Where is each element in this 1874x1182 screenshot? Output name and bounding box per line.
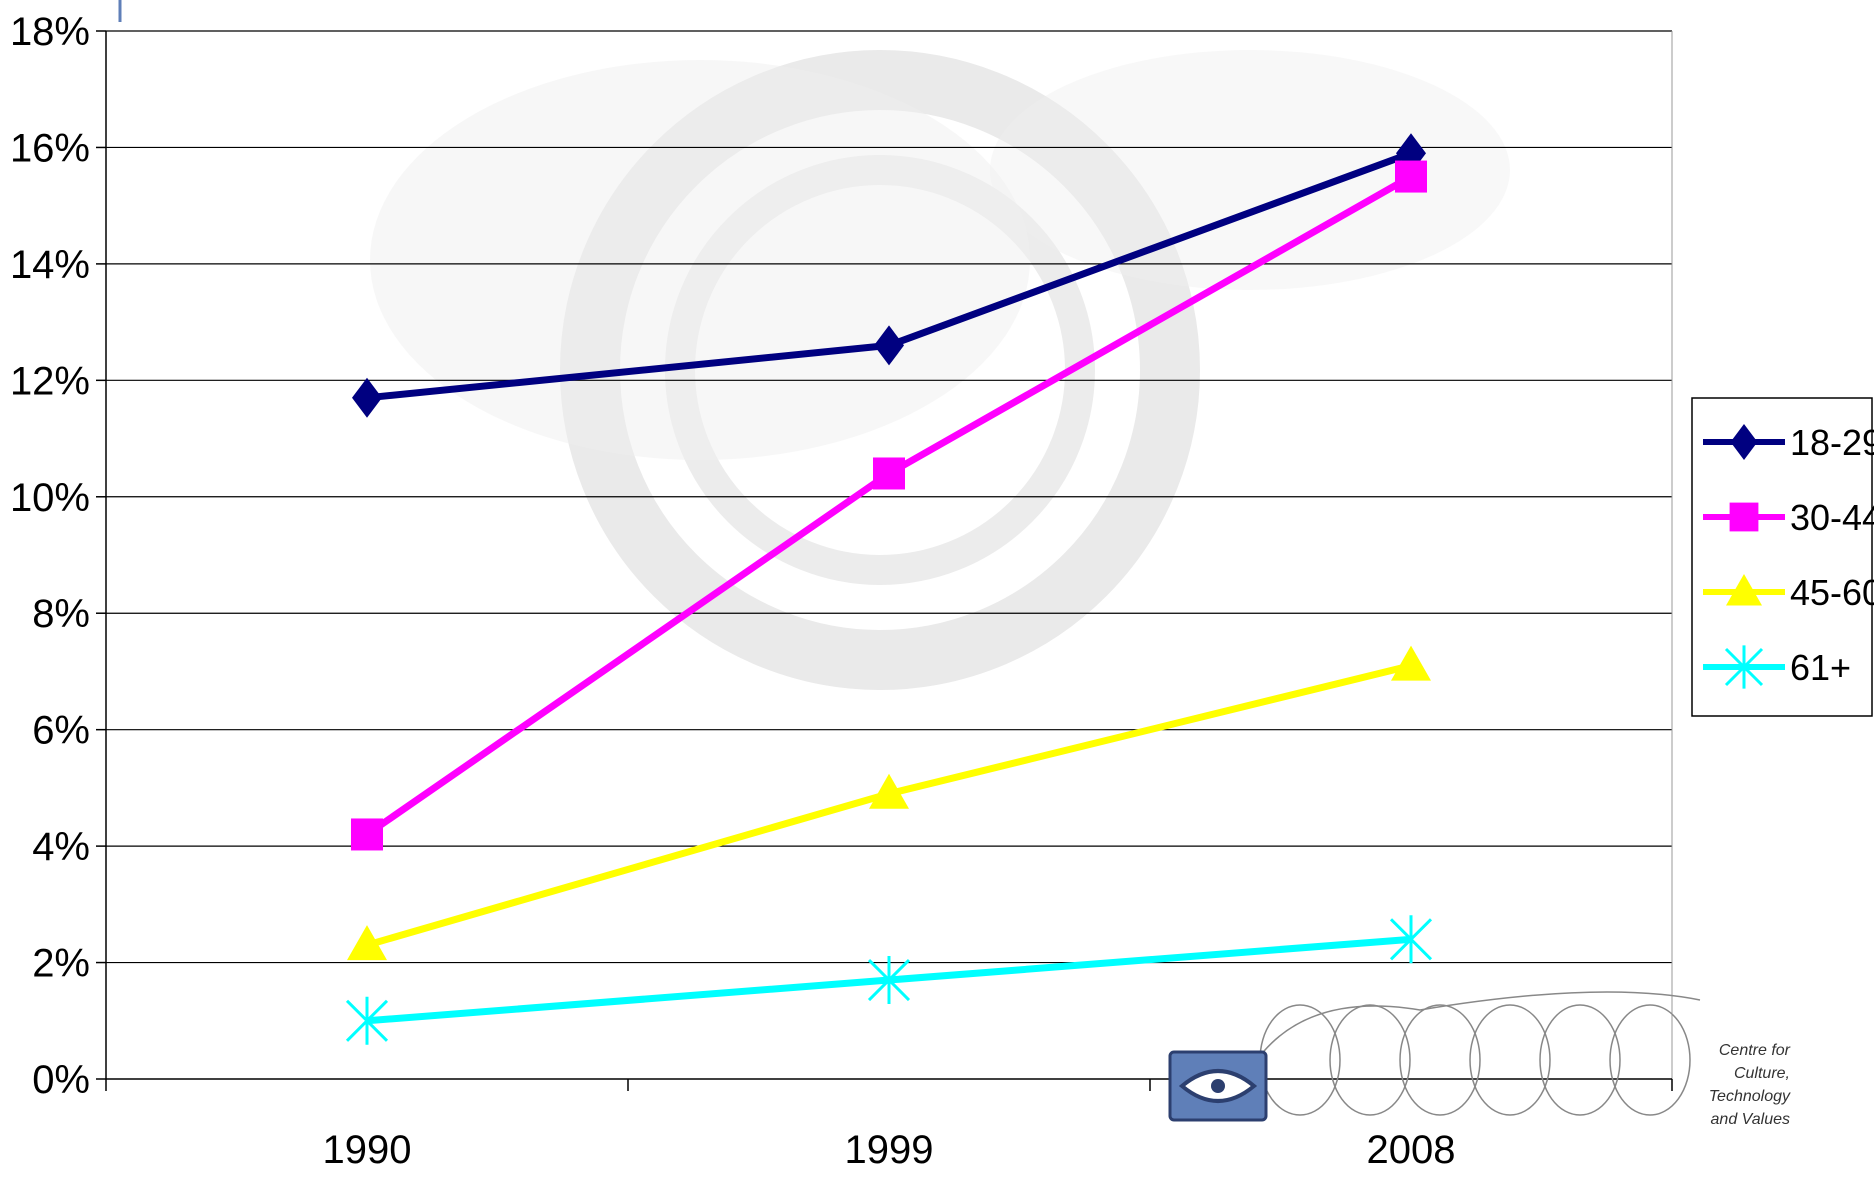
y-tick-label-1: 2% xyxy=(32,942,90,986)
legend-label-3: 61+ xyxy=(1790,647,1851,688)
legend: 18-29 30-44 45-60 61+ xyxy=(1691,397,1874,717)
x-axis-ticks: 1990 1999 2008 xyxy=(105,1079,1673,1172)
data-point-45-60-1990 xyxy=(347,925,387,961)
y-tick-label-8: 16% xyxy=(10,126,90,170)
legend-marker-45-60 xyxy=(1726,574,1762,606)
legend-box xyxy=(1691,397,1873,717)
y-tick-label-9: 18% xyxy=(10,10,90,54)
y-tick-label-7: 14% xyxy=(10,243,90,287)
y-tick-label-4: 8% xyxy=(32,592,90,636)
legend-marker-61+ xyxy=(1724,645,1764,689)
axes xyxy=(105,31,1672,1080)
logo-text-line-3: and Values xyxy=(1711,1111,1790,1128)
legend-marker-30-44 xyxy=(1729,502,1759,532)
legend-item-18-29: 18-29 xyxy=(1703,422,1874,463)
legend-item-61+: 61+ xyxy=(1703,645,1851,689)
series-61+ xyxy=(345,915,1433,1045)
y-tick-label-5: 10% xyxy=(10,476,90,520)
data-point-18-29-1990 xyxy=(352,377,382,418)
series-18-29 xyxy=(352,133,1426,418)
data-point-30-44-1999 xyxy=(873,457,905,490)
series-45-60 xyxy=(347,645,1431,961)
legend-label-1: 30-44 xyxy=(1790,497,1874,538)
x-tick-label-0: 1990 xyxy=(323,1128,412,1172)
background-watermark xyxy=(370,50,1510,690)
logo-text-line-1: Culture, xyxy=(1734,1065,1790,1082)
legend-marker-18-29 xyxy=(1730,424,1758,460)
legend-label-0: 18-29 xyxy=(1790,422,1874,463)
cctv-logo: Centre for Culture, Technology and Values xyxy=(1168,991,1791,1128)
data-point-61+-1999 xyxy=(867,956,911,1005)
logo-text-line-0: Centre for xyxy=(1719,1042,1791,1059)
legend-item-45-60: 45-60 xyxy=(1703,572,1874,613)
data-point-61+-2008 xyxy=(1389,915,1433,964)
data-point-45-60-1999 xyxy=(869,773,909,809)
legend-label-2: 45-60 xyxy=(1790,572,1874,613)
y-tick-label-0: 0% xyxy=(32,1058,90,1102)
y-tick-label-3: 6% xyxy=(32,709,90,753)
logo-text-line-2: Technology xyxy=(1709,1088,1791,1105)
y-tick-label-6: 12% xyxy=(10,359,90,403)
data-point-45-60-2008 xyxy=(1391,645,1431,681)
data-point-30-44-2008 xyxy=(1395,160,1427,193)
x-tick-label-2: 2008 xyxy=(1367,1128,1456,1172)
spiral-logo-graphic xyxy=(1249,991,1701,1116)
data-point-30-44-1990 xyxy=(351,818,383,851)
series-group xyxy=(345,133,1433,1045)
data-point-18-29-1999 xyxy=(874,325,904,366)
y-axis-ticks: 0% 2% 4% 6% 8% 10% 12% 14% 16% 18% xyxy=(10,10,106,1102)
series-30-44 xyxy=(351,160,1427,851)
logo-text: Centre for Culture, Technology and Values xyxy=(1709,1042,1791,1128)
y-tick-label-2: 4% xyxy=(32,825,90,869)
data-point-61+-1990 xyxy=(345,996,389,1045)
legend-item-30-44: 30-44 xyxy=(1703,497,1874,538)
eye-logo-icon xyxy=(1168,1050,1268,1122)
x-tick-label-1: 1999 xyxy=(845,1128,934,1172)
